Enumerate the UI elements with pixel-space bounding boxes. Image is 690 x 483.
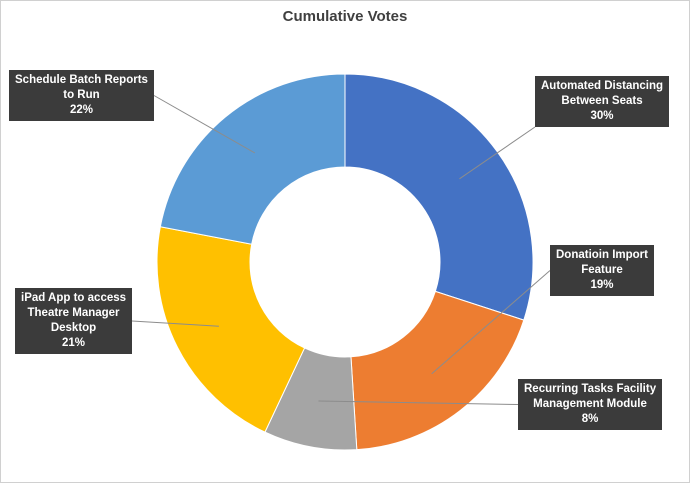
slice-donation-import: [350, 290, 525, 451]
data-label-percent: 22%: [69, 104, 93, 116]
leader-lines: [131, 95, 551, 405]
data-label-line: Donatioin Import: [556, 249, 648, 261]
data-label-donation-import: Donatioin Import Feature 19%: [550, 245, 654, 296]
donut-slices: [156, 73, 534, 451]
data-label-line: Desktop: [50, 322, 97, 334]
chart-title: Cumulative Votes: [282, 8, 408, 25]
data-label-line: to Run: [63, 89, 100, 101]
data-label-schedule-batch: Schedule Batch Reports to Run 22%: [9, 70, 154, 121]
leader-line-recurring-tasks: [318, 400, 519, 405]
data-label-automated-distancing: Automated Distancing Between Seats 30%: [535, 76, 670, 127]
data-label-line: Schedule Batch Reports: [15, 74, 148, 86]
leader-line-schedule-batch: [153, 95, 256, 154]
leader-line-automated-distancing: [459, 126, 536, 180]
data-label-line: Automated Distancing: [541, 80, 664, 92]
data-label-percent: 21%: [62, 337, 86, 349]
slice-schedule-batch: [159, 73, 346, 245]
data-label-line: Theatre Manager: [27, 307, 120, 319]
slice-ipad-app: [156, 226, 306, 433]
data-label-percent: 30%: [590, 110, 614, 122]
data-label-ipad-app: iPad App to access Theatre Manager Deskt…: [15, 288, 133, 354]
data-label-line: Between Seats: [561, 95, 643, 107]
data-label-line: Recurring Tasks Facility: [524, 383, 657, 395]
data-label-recurring-tasks: Recurring Tasks Facility Management Modu…: [518, 379, 663, 430]
leader-line-donation-import: [431, 270, 551, 375]
data-label-line: Feature: [581, 264, 623, 276]
data-label-percent: 19%: [590, 279, 614, 291]
data-label-percent: 8%: [581, 413, 599, 425]
leader-line-ipad-app: [131, 320, 219, 327]
data-label-line: Management Module: [533, 398, 647, 410]
slice-automated-distancing: [344, 73, 534, 321]
data-label-line: iPad App to access: [21, 292, 127, 304]
